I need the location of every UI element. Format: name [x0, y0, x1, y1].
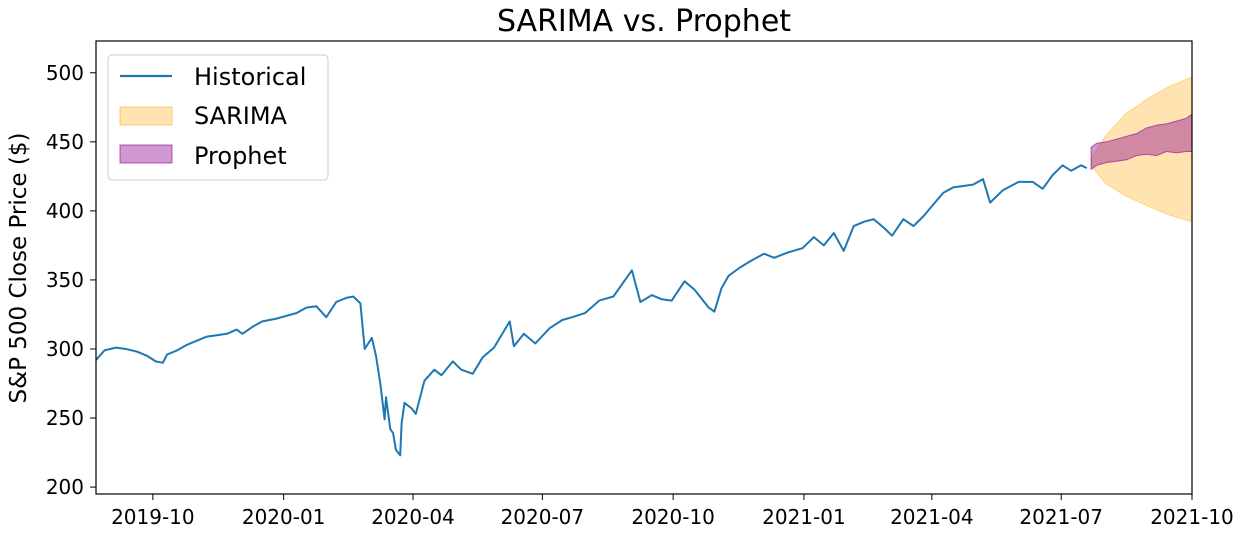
y-tick-label: 450	[46, 130, 84, 154]
x-tick-label: 2021-07	[1019, 505, 1103, 529]
y-tick-label: 200	[46, 475, 84, 499]
legend-swatch-sarima	[119, 106, 173, 126]
legend-label-prophet: Prophet	[194, 142, 287, 170]
legend: Historical SARIMA Prophet	[107, 54, 329, 181]
legend-swatch-prophet	[119, 144, 173, 164]
y-tick-label: 300	[46, 337, 84, 361]
x-tick-label: 2021-10	[1150, 505, 1234, 529]
x-tick-label: 2020-04	[371, 505, 455, 529]
plot-frame	[95, 40, 1193, 495]
y-axis-label: S&P 500 Close Price ($)	[6, 133, 32, 404]
legend-label-historical: Historical	[194, 63, 306, 91]
x-tick-label: 2020-10	[631, 505, 715, 529]
y-tick-label: 350	[46, 268, 84, 292]
sarima-confidence-band	[1090, 76, 1192, 223]
x-tick-label: 2021-01	[762, 505, 846, 529]
legend-box	[107, 54, 329, 181]
x-tick-label: 2020-01	[242, 505, 326, 529]
x-tick-label: 2019-10	[111, 505, 195, 529]
legend-label-sarima: SARIMA	[194, 102, 288, 130]
y-tick-label: 500	[46, 61, 84, 85]
x-tick-label: 2020-07	[501, 505, 585, 529]
series-layer	[96, 76, 1192, 457]
x-tick-label: 2021-04	[890, 505, 974, 529]
chart-title: SARIMA vs. Prophet	[497, 4, 791, 39]
y-tick-label: 400	[46, 199, 84, 223]
prophet-confidence-band	[1090, 113, 1192, 171]
y-tick-label: 250	[46, 406, 84, 430]
x-axis: 2019-10 2020-01 2020-04 2020-07 2020-10 2021-…	[111, 494, 1234, 529]
y-axis: 200 250 300 350 400 450 500	[46, 61, 96, 499]
historical-series-line	[96, 164, 1088, 457]
